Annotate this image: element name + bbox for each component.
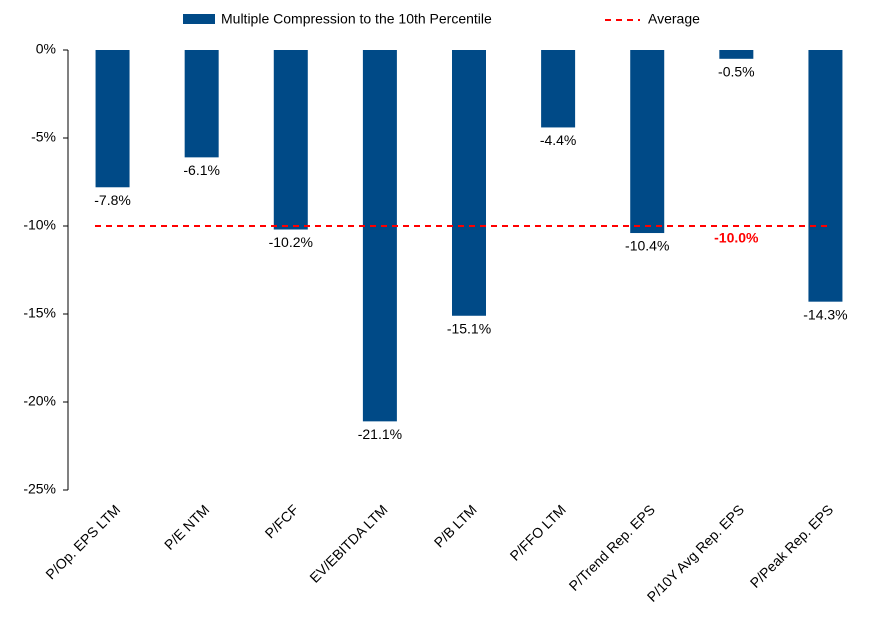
x-tick-label: P/E NTM — [161, 501, 212, 552]
value-label: -4.4% — [540, 132, 577, 148]
value-label: -7.8% — [94, 192, 131, 208]
value-label: -10.4% — [625, 238, 669, 254]
value-label: -6.1% — [183, 162, 220, 178]
bar — [452, 50, 486, 316]
bar — [362, 50, 397, 422]
bar — [630, 50, 665, 234]
value-label: -0.5% — [718, 64, 755, 80]
y-tick-label: -5% — [31, 129, 56, 145]
y-tick-label: -20% — [23, 393, 56, 409]
x-tick-label: P/Op. EPS LTM — [42, 501, 123, 582]
x-tick-label: P/FCF — [262, 501, 302, 541]
bar — [273, 50, 308, 230]
x-tick-label: P/FFO LTM — [507, 501, 569, 563]
value-label: -10.2% — [269, 234, 313, 250]
value-label: -14.3% — [803, 306, 847, 322]
y-tick-label: -25% — [23, 481, 56, 497]
bar — [808, 50, 843, 302]
bar — [95, 50, 130, 188]
bar — [719, 50, 754, 59]
value-label: -15.1% — [447, 320, 491, 336]
x-tick-label: P/Trend Rep. EPS — [566, 501, 658, 593]
y-tick-label: -10% — [23, 217, 56, 233]
bar — [184, 50, 219, 158]
x-tick-label: EV/EBITDA LTM — [306, 501, 390, 585]
x-tick-label: P/10Y Avg Rep. EPS — [644, 501, 747, 604]
average-label: -10.0% — [714, 230, 759, 246]
bar — [541, 50, 576, 128]
y-tick-label: -15% — [23, 305, 56, 321]
legend-label: Average — [648, 11, 700, 27]
legend-label: Multiple Compression to the 10th Percent… — [221, 11, 492, 27]
x-tick-label: P/Peak Rep. EPS — [747, 501, 836, 590]
legend-swatch — [183, 14, 215, 24]
x-tick-label: P/B LTM — [431, 501, 480, 550]
value-label: -21.1% — [358, 426, 402, 442]
y-tick-label: 0% — [36, 41, 56, 57]
